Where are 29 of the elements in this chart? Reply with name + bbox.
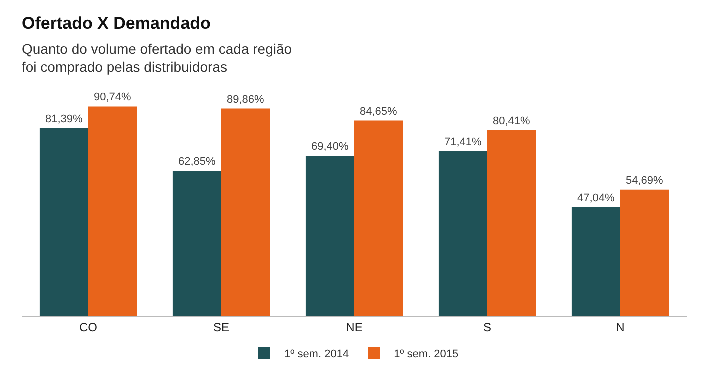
- data-label: 69,40%: [311, 140, 349, 153]
- data-label: 54,69%: [626, 174, 664, 187]
- bar: [620, 190, 670, 316]
- x-tick-label: NE: [346, 320, 363, 334]
- chart-subtitle: Quanto do volume ofertado em cada região foi comprado pelas distribuidoras: [22, 41, 292, 76]
- bar: [172, 171, 222, 316]
- data-label: 84,65%: [360, 106, 398, 118]
- x-tick-label: SE: [213, 320, 230, 334]
- data-label: 47,04%: [577, 192, 615, 205]
- data-label: 62,85%: [178, 156, 216, 168]
- bar: [306, 156, 354, 316]
- x-tick-label: CO: [80, 320, 98, 334]
- legend-label: 1º sem. 2015: [394, 348, 459, 360]
- chart-title: Ofertado X Demandado: [22, 14, 211, 33]
- data-label: 89,86%: [227, 94, 265, 106]
- data-label: 71,41%: [444, 136, 482, 148]
- bar: [88, 106, 138, 316]
- bar: [488, 130, 536, 316]
- x-tick-label: S: [483, 320, 492, 334]
- bar: [40, 128, 88, 316]
- data-label: 81,39%: [45, 113, 83, 126]
- bar: [222, 108, 270, 316]
- bar: [572, 208, 620, 316]
- legend-label: 1º sem. 2014: [284, 348, 350, 360]
- x-tick-label: N: [616, 320, 625, 334]
- bar: [354, 120, 404, 316]
- data-label: 80,41%: [493, 116, 531, 128]
- bar: [438, 151, 488, 316]
- data-label: 90,74%: [94, 92, 132, 104]
